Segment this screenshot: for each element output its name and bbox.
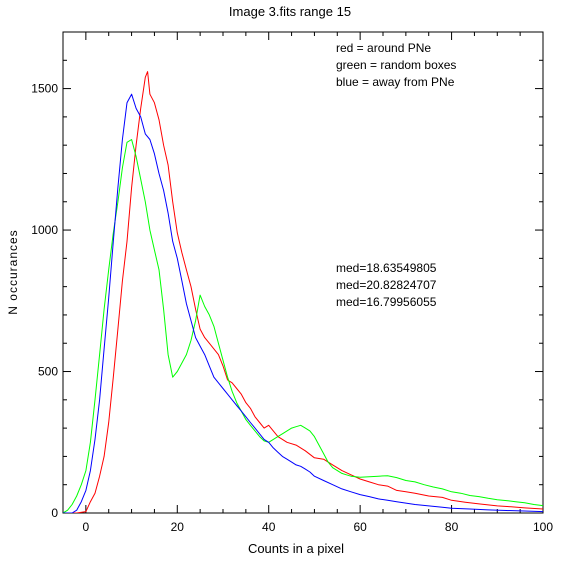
chart-title: Image 3.fits range 15	[229, 4, 351, 19]
x-tick-label: 0	[83, 520, 90, 534]
x-tick-label: 40	[262, 520, 276, 534]
y-tick-label: 0	[51, 506, 58, 520]
x-tick-label: 60	[353, 520, 367, 534]
series-blue	[63, 93, 543, 513]
median-red: med=18.63549805	[336, 261, 437, 275]
series-red	[63, 71, 543, 513]
median-green: med=20.82824707	[336, 278, 437, 292]
y-axis-label: N occurances	[6, 229, 20, 314]
median-blue: med=16.79956055	[336, 295, 437, 309]
y-tick-label: 500	[38, 365, 58, 379]
legend-entry-green: green = random boxes	[336, 58, 456, 72]
legend-entry-blue: blue = away from PNe	[336, 75, 455, 89]
legend: red = around PNe green = random boxes bl…	[336, 41, 456, 89]
median-annotations: med=18.63549805 med=20.82824707 med=16.7…	[336, 261, 437, 309]
series-green	[63, 139, 543, 513]
plot-frame	[62, 31, 544, 514]
series-group	[63, 71, 543, 513]
x-tick-label: 100	[533, 520, 553, 534]
legend-entry-red: red = around PNe	[336, 41, 431, 55]
x-tick-label: 80	[445, 520, 459, 534]
x-tick-label: 20	[171, 520, 185, 534]
y-tick-label: 1000	[31, 223, 58, 237]
y-tick-label: 1500	[31, 82, 58, 96]
x-axis-label: Counts in a pixel	[248, 541, 344, 556]
